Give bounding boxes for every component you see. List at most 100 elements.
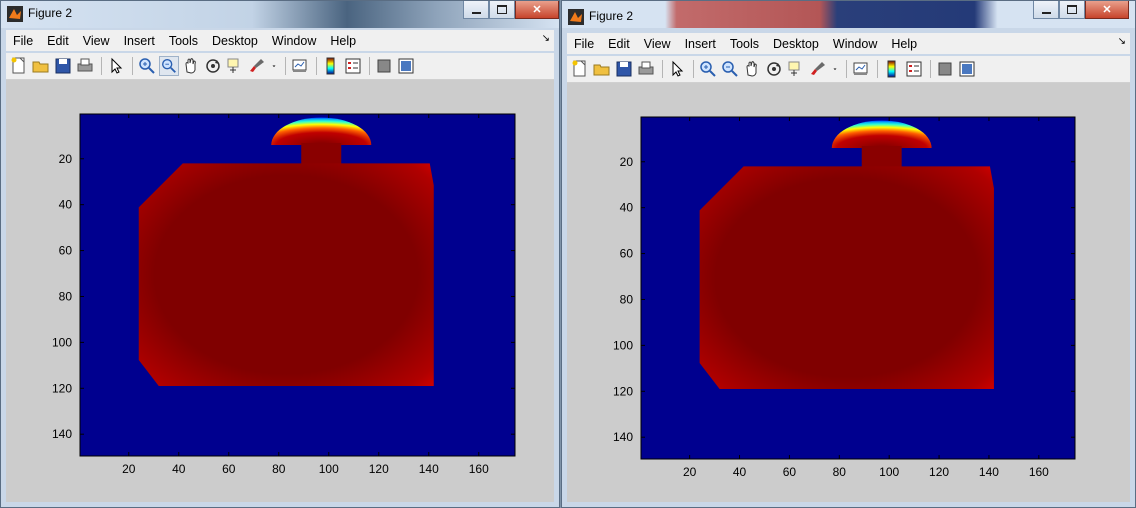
figure-window-2[interactable]: Figure 2 File Edit View Insert Tools Des… <box>561 0 1136 508</box>
toolbar-separator <box>846 60 847 78</box>
y-tick-label: 80 <box>59 289 73 303</box>
zoom-out-icon[interactable] <box>159 56 179 76</box>
close-button[interactable] <box>515 1 559 19</box>
x-tick-label: 160 <box>469 462 489 476</box>
menu-tools[interactable]: Tools <box>729 36 760 51</box>
colorbar-icon[interactable] <box>882 59 902 79</box>
y-tick-label: 80 <box>620 292 634 306</box>
save-icon[interactable] <box>614 59 634 79</box>
menu-desktop[interactable]: Desktop <box>212 33 258 48</box>
print-icon[interactable] <box>636 59 656 79</box>
toolbar-separator <box>369 57 370 75</box>
x-tick-label: 140 <box>419 462 439 476</box>
menu-desktop[interactable]: Desktop <box>773 36 819 51</box>
y-tick-label: 20 <box>620 155 634 169</box>
figure-area: 20 40 60 80 100 120 140 160 20 40 60 80 100 120 140 <box>6 80 554 502</box>
new-figure-icon[interactable] <box>570 59 590 79</box>
window-title: Figure 2 <box>28 6 73 20</box>
x-tick-label: 100 <box>879 465 899 479</box>
x-tick-label: 80 <box>833 465 847 479</box>
menu-file[interactable]: File <box>13 33 34 48</box>
y-tick-label: 120 <box>52 381 72 395</box>
minimize-button[interactable] <box>1033 1 1059 19</box>
legend-icon[interactable] <box>904 59 924 79</box>
dropdown-arrow-icon[interactable] <box>269 56 279 76</box>
menu-dock-arrow-icon[interactable]: ↘ <box>541 33 550 44</box>
window-title: Figure 2 <box>589 9 634 23</box>
heatmap-plot[interactable]: 20 40 60 80 100 120 140 160 20 40 60 80 100 120 140 <box>567 83 1132 504</box>
title-bar[interactable]: Figure 2 <box>1 1 559 28</box>
menu-tools[interactable]: Tools <box>168 33 199 48</box>
menu-bar: File Edit View Insert Tools Desktop Wind… <box>567 33 1130 54</box>
heatmap-cap <box>271 117 372 145</box>
brush-icon[interactable] <box>808 59 828 79</box>
heatmap-neck <box>301 142 342 166</box>
save-icon[interactable] <box>53 56 73 76</box>
menu-edit[interactable]: Edit <box>608 36 630 51</box>
edit-plot-arrow-icon[interactable] <box>667 59 687 79</box>
menu-insert[interactable]: Insert <box>684 36 716 51</box>
x-tick-label: 140 <box>979 465 999 479</box>
menu-edit[interactable]: Edit <box>47 33 69 48</box>
menu-dock-arrow-icon[interactable]: ↘ <box>1117 36 1126 47</box>
y-tick-label: 40 <box>620 201 634 215</box>
show-plot-tools-icon[interactable] <box>396 56 416 76</box>
matlab-logo-icon <box>568 9 584 25</box>
edit-plot-arrow-icon[interactable] <box>106 56 126 76</box>
x-tick-label: 20 <box>122 462 136 476</box>
maximize-button[interactable] <box>489 1 515 19</box>
y-tick-label: 140 <box>613 430 633 444</box>
data-cursor-icon[interactable] <box>786 59 806 79</box>
hide-plot-tools-icon[interactable] <box>935 59 955 79</box>
zoom-out-icon[interactable] <box>720 59 740 79</box>
show-plot-tools-icon[interactable] <box>957 59 977 79</box>
title-bar[interactable]: Figure 2 <box>562 1 1135 28</box>
brush-icon[interactable] <box>247 56 267 76</box>
axes-frame <box>640 116 1076 460</box>
heatmap-plot[interactable]: 20 40 60 80 100 120 140 160 20 40 60 80 100 120 140 <box>6 80 556 504</box>
dropdown-arrow-icon[interactable] <box>830 59 840 79</box>
open-file-icon[interactable] <box>31 56 51 76</box>
rotate-3d-icon[interactable] <box>764 59 784 79</box>
menu-help[interactable]: Help <box>891 36 918 51</box>
data-cursor-icon[interactable] <box>225 56 245 76</box>
open-file-icon[interactable] <box>592 59 612 79</box>
menu-file[interactable]: File <box>574 36 595 51</box>
toolbar-separator <box>662 60 663 78</box>
x-tick-label: 40 <box>733 465 747 479</box>
new-figure-icon[interactable] <box>9 56 29 76</box>
y-tick-label: 120 <box>613 384 633 398</box>
axes-frame <box>79 113 516 457</box>
link-plot-icon[interactable] <box>290 56 310 76</box>
pan-icon[interactable] <box>181 56 201 76</box>
menu-window[interactable]: Window <box>271 33 317 48</box>
figure-window-1[interactable]: Figure 2 File Edit View Insert Tools Des… <box>0 0 560 508</box>
print-icon[interactable] <box>75 56 95 76</box>
link-plot-icon[interactable] <box>851 59 871 79</box>
menu-insert[interactable]: Insert <box>123 33 155 48</box>
hide-plot-tools-icon[interactable] <box>374 56 394 76</box>
rotate-3d-icon[interactable] <box>203 56 223 76</box>
x-tick-label: 60 <box>783 465 797 479</box>
y-tick-label: 100 <box>52 335 72 349</box>
colorbar-icon[interactable] <box>321 56 341 76</box>
zoom-in-icon[interactable] <box>137 56 157 76</box>
y-tick-label: 60 <box>620 247 634 261</box>
x-tick-label: 20 <box>683 465 697 479</box>
heatmap-cap <box>831 120 932 148</box>
menu-view[interactable]: View <box>643 36 671 51</box>
minimize-button[interactable] <box>463 1 489 19</box>
maximize-button[interactable] <box>1059 1 1085 19</box>
toolbar-separator <box>693 60 694 78</box>
y-tick-label: 100 <box>613 338 633 352</box>
close-button[interactable] <box>1085 1 1129 19</box>
legend-icon[interactable] <box>343 56 363 76</box>
heatmap-body <box>138 163 434 386</box>
pan-icon[interactable] <box>742 59 762 79</box>
menu-view[interactable]: View <box>82 33 110 48</box>
zoom-in-icon[interactable] <box>698 59 718 79</box>
y-tick-label: 140 <box>52 427 72 441</box>
menu-help[interactable]: Help <box>330 33 357 48</box>
menu-window[interactable]: Window <box>832 36 878 51</box>
toolbar-separator <box>132 57 133 75</box>
